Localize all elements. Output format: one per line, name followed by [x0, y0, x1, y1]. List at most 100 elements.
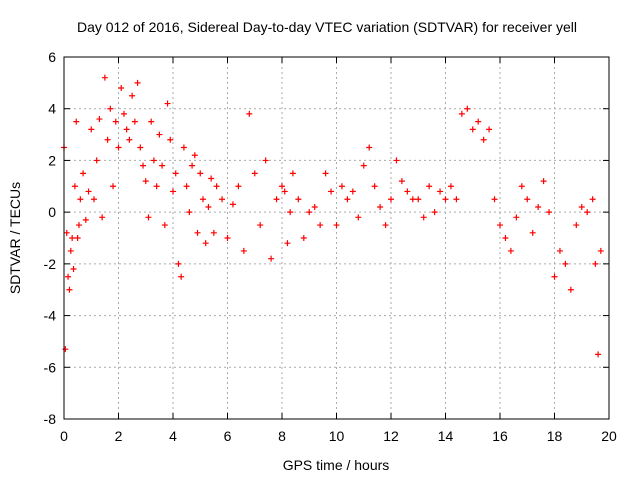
data-point [148, 118, 155, 125]
data-point [475, 118, 482, 125]
data-point [573, 222, 580, 229]
data-point [235, 183, 242, 190]
data-point [322, 170, 329, 177]
x-tick-label: 6 [224, 428, 232, 444]
y-tick-label: -8 [44, 411, 57, 427]
data-point [137, 144, 144, 151]
x-tick-label: 10 [329, 428, 345, 444]
data-point [567, 286, 574, 293]
data-point [442, 196, 449, 203]
data-point [546, 209, 553, 216]
data-point [273, 196, 280, 203]
data-point [140, 162, 147, 169]
y-tick-label: -6 [44, 359, 57, 375]
data-point [208, 175, 215, 182]
data-point [134, 79, 141, 86]
data-point [360, 162, 367, 169]
x-tick-label: 0 [60, 428, 68, 444]
data-point [167, 136, 174, 143]
data-point [189, 162, 196, 169]
data-point [150, 157, 157, 164]
data-point [377, 203, 384, 210]
data-point [518, 183, 525, 190]
data-point [194, 229, 201, 236]
data-point [398, 178, 405, 185]
data-point [73, 118, 80, 125]
data-point [110, 183, 117, 190]
data-point [183, 183, 190, 190]
data-point [426, 183, 433, 190]
data-point [156, 131, 163, 138]
data-point [120, 110, 127, 117]
data-point [584, 209, 591, 216]
x-axis-label: GPS time / hours [283, 457, 390, 473]
data-point [289, 170, 296, 177]
data-point [480, 136, 487, 143]
x-tick-label: 4 [169, 428, 177, 444]
plot-frame [63, 56, 610, 420]
data-point [77, 196, 84, 203]
y-tick-label: 0 [48, 204, 56, 220]
data-point [153, 183, 160, 190]
data-point [595, 351, 602, 358]
data-point [562, 260, 569, 267]
data-point [65, 273, 72, 280]
data-point [70, 266, 77, 273]
data-point [145, 214, 152, 221]
data-point [311, 203, 318, 210]
data-point [82, 216, 89, 223]
data-point [371, 183, 378, 190]
data-point [159, 162, 166, 169]
data-point [66, 286, 73, 293]
data-point [175, 260, 182, 267]
data-point [123, 126, 130, 133]
x-tick-label: 12 [383, 428, 399, 444]
data-point [540, 178, 547, 185]
x-tick-label: 18 [547, 428, 563, 444]
data-point [284, 240, 291, 247]
data-point [186, 209, 193, 216]
grid-lines [64, 57, 609, 419]
y-tick-label: 6 [48, 49, 56, 65]
data-point [180, 144, 187, 151]
data-point [404, 188, 411, 195]
data-point [306, 209, 313, 216]
data-point [62, 346, 69, 353]
data-point [224, 235, 231, 241]
data-point [388, 196, 394, 203]
y-tick-label: 4 [48, 101, 56, 117]
data-point [529, 229, 536, 236]
data-point [74, 235, 81, 241]
data-point [295, 196, 302, 203]
data-point [502, 235, 509, 241]
data-point [240, 247, 247, 254]
data-point [67, 247, 74, 254]
data-point [469, 126, 476, 133]
data-point [142, 178, 149, 185]
data-point [338, 183, 345, 190]
data-point [126, 136, 133, 143]
data-point [205, 203, 212, 210]
data-point [93, 157, 100, 164]
data-point [199, 196, 206, 203]
data-point [71, 183, 78, 190]
data-point [170, 188, 176, 195]
data-point [279, 183, 285, 190]
data-point [112, 118, 119, 125]
data-point [287, 209, 294, 216]
data-point [129, 92, 136, 99]
data-point [268, 255, 275, 262]
data-point [382, 222, 389, 229]
data-point [535, 203, 542, 210]
data-point [589, 196, 596, 203]
data-point [172, 170, 179, 177]
y-axis-label: SDTVAR / TECUs [7, 182, 23, 294]
y-tick-label: 2 [48, 152, 56, 168]
data-point [161, 222, 168, 229]
data-point [85, 188, 92, 195]
data-point [118, 85, 125, 92]
data-point [437, 188, 444, 195]
data-point [262, 157, 269, 164]
data-point [431, 209, 438, 216]
